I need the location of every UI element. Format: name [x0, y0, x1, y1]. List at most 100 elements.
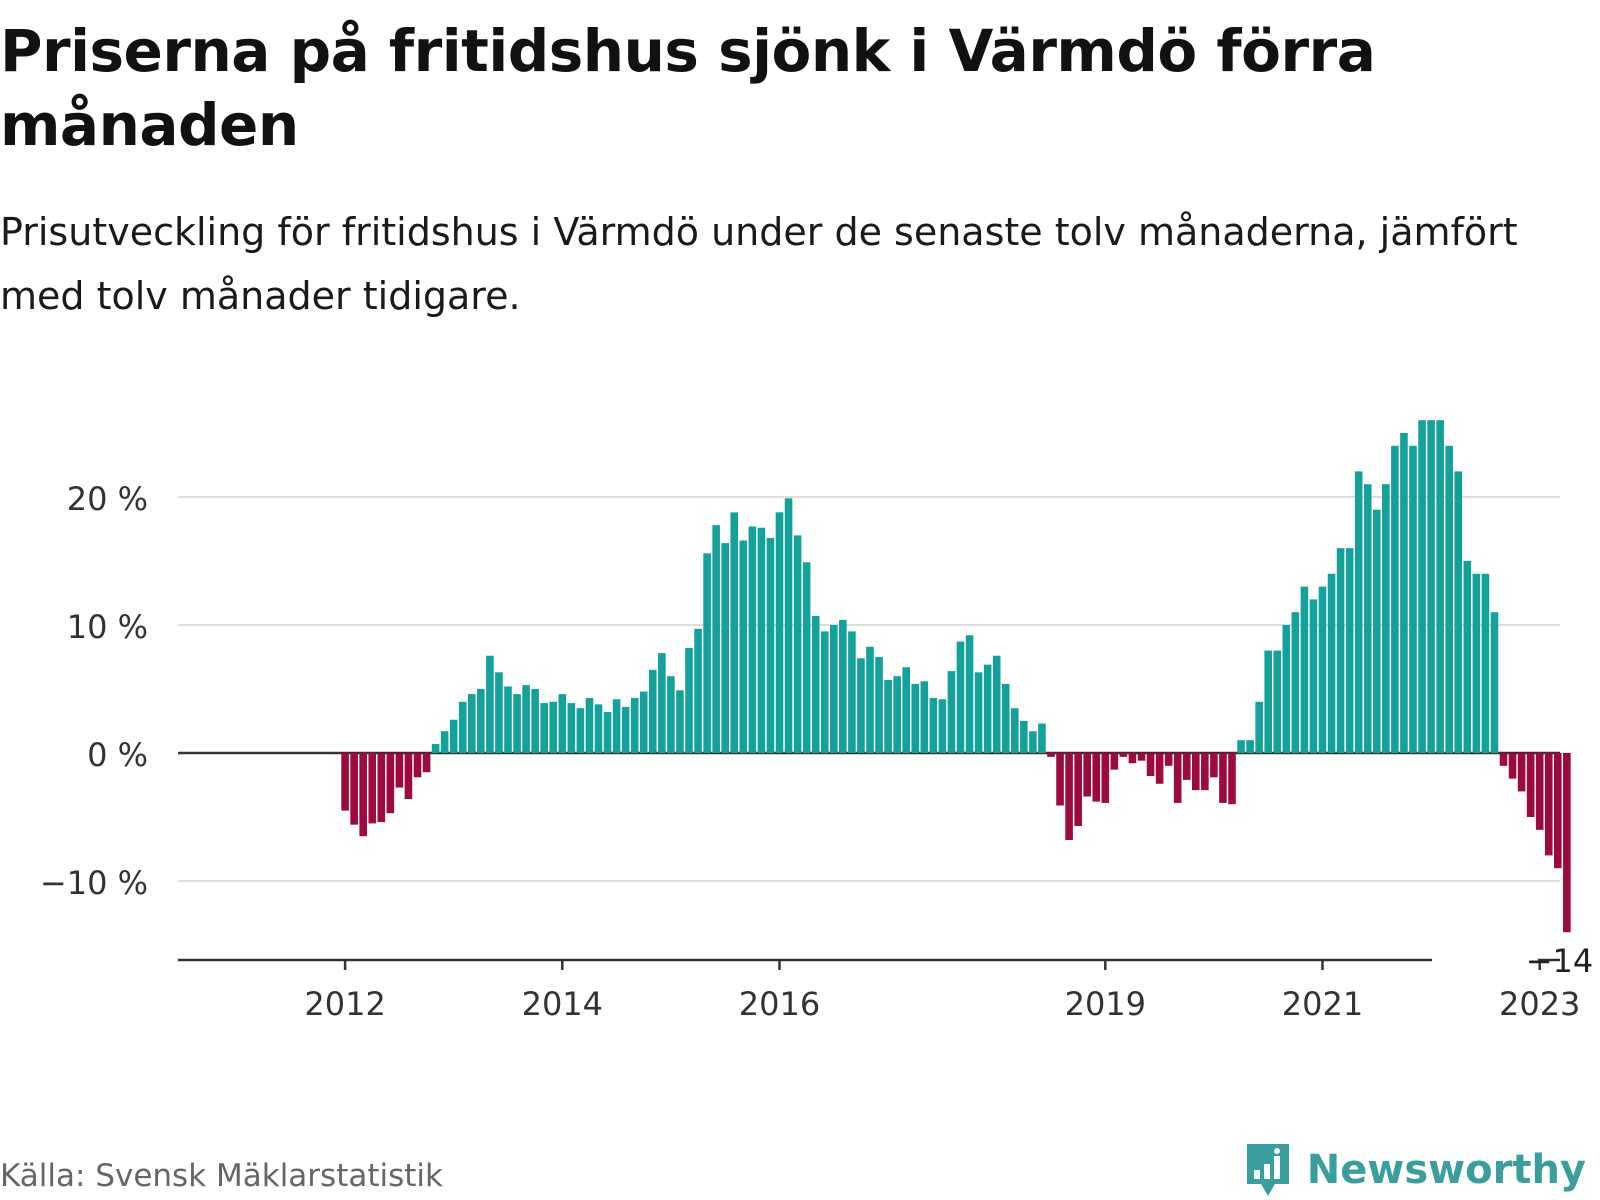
bar	[594, 704, 603, 753]
bar	[1047, 753, 1055, 757]
bar	[639, 691, 648, 753]
bar	[1363, 484, 1372, 753]
bar	[1192, 753, 1200, 791]
bar	[1246, 740, 1254, 753]
bar	[1508, 753, 1517, 779]
bar	[1228, 753, 1236, 805]
bar	[1255, 701, 1263, 753]
bar	[458, 701, 467, 753]
x-tick-label: 2016	[739, 985, 820, 1023]
bar	[1282, 625, 1291, 753]
bar	[1454, 471, 1463, 753]
bar	[1074, 753, 1082, 826]
bar	[540, 703, 548, 753]
bar	[413, 753, 422, 778]
bar	[748, 526, 757, 753]
bar	[992, 655, 1001, 753]
bar	[884, 680, 892, 753]
y-tick-label: 10 %	[67, 608, 148, 646]
bar	[839, 619, 847, 753]
bar	[368, 753, 377, 824]
bar	[1517, 753, 1526, 792]
bar	[1544, 753, 1553, 856]
bar	[359, 753, 367, 837]
bars	[341, 420, 1571, 933]
bar	[1499, 753, 1508, 766]
bar	[522, 685, 530, 753]
bar	[630, 697, 639, 753]
bar	[766, 537, 775, 753]
bar	[1472, 573, 1481, 753]
bar	[721, 543, 729, 753]
bar	[1182, 753, 1191, 780]
y-tick-label: 0 %	[87, 736, 148, 774]
bar	[1490, 612, 1499, 753]
bar	[1219, 753, 1227, 803]
bar	[431, 744, 440, 753]
bar	[1391, 445, 1399, 753]
bar	[1056, 753, 1064, 806]
bar	[1173, 753, 1182, 803]
brand-logo: Newsworthy	[1243, 1140, 1586, 1200]
bar	[440, 731, 449, 753]
x-axis: 2012 2014 2016 2019 2021 2023	[178, 958, 1580, 1023]
bar	[649, 669, 657, 753]
bar	[1336, 548, 1345, 753]
bar	[1427, 420, 1435, 753]
bar	[848, 631, 856, 753]
bar	[820, 631, 829, 753]
bar	[902, 667, 910, 753]
x-tick-label: 2023	[1499, 985, 1580, 1023]
bar	[830, 625, 838, 753]
bar	[1083, 753, 1091, 797]
bar	[1291, 612, 1300, 753]
x-tick-label: 2014	[522, 985, 603, 1023]
bar	[1354, 471, 1363, 753]
bar	[567, 703, 576, 753]
bar	[585, 697, 594, 753]
bar	[739, 540, 748, 753]
last-value-label: −14 %	[1526, 942, 1600, 980]
bar	[1146, 753, 1155, 777]
bar	[350, 753, 358, 825]
bar	[576, 708, 585, 753]
bar	[676, 690, 684, 753]
bar	[793, 535, 802, 753]
bar	[495, 672, 503, 753]
bar	[449, 719, 458, 753]
bar	[857, 658, 865, 753]
bar	[1001, 683, 1010, 753]
bar	[1101, 753, 1110, 803]
bar	[784, 498, 793, 753]
bar	[811, 616, 820, 753]
bar	[468, 694, 476, 753]
bar	[1436, 420, 1444, 753]
bar	[802, 562, 811, 753]
bar	[965, 635, 974, 753]
bar	[1318, 586, 1327, 753]
x-tick-label: 2021	[1282, 985, 1363, 1023]
bar	[1309, 599, 1318, 753]
bar	[386, 753, 395, 814]
bar	[1409, 445, 1417, 753]
bar	[1382, 484, 1390, 753]
bar	[341, 753, 349, 811]
bar	[956, 641, 965, 753]
bar	[1201, 753, 1209, 791]
y-tick-label: 20 %	[67, 480, 148, 518]
bar	[377, 753, 386, 823]
bar	[404, 753, 413, 800]
bar	[1327, 573, 1336, 753]
bar	[694, 628, 702, 753]
bar	[1128, 753, 1137, 764]
bar	[1110, 753, 1119, 770]
bar	[513, 694, 521, 753]
bar	[422, 753, 431, 773]
bar	[477, 689, 485, 753]
x-tick-label: 2019	[1065, 985, 1146, 1023]
bar	[1273, 650, 1282, 753]
bar	[875, 657, 883, 753]
bar	[1237, 740, 1245, 753]
bar	[703, 553, 711, 753]
bar	[712, 525, 720, 753]
